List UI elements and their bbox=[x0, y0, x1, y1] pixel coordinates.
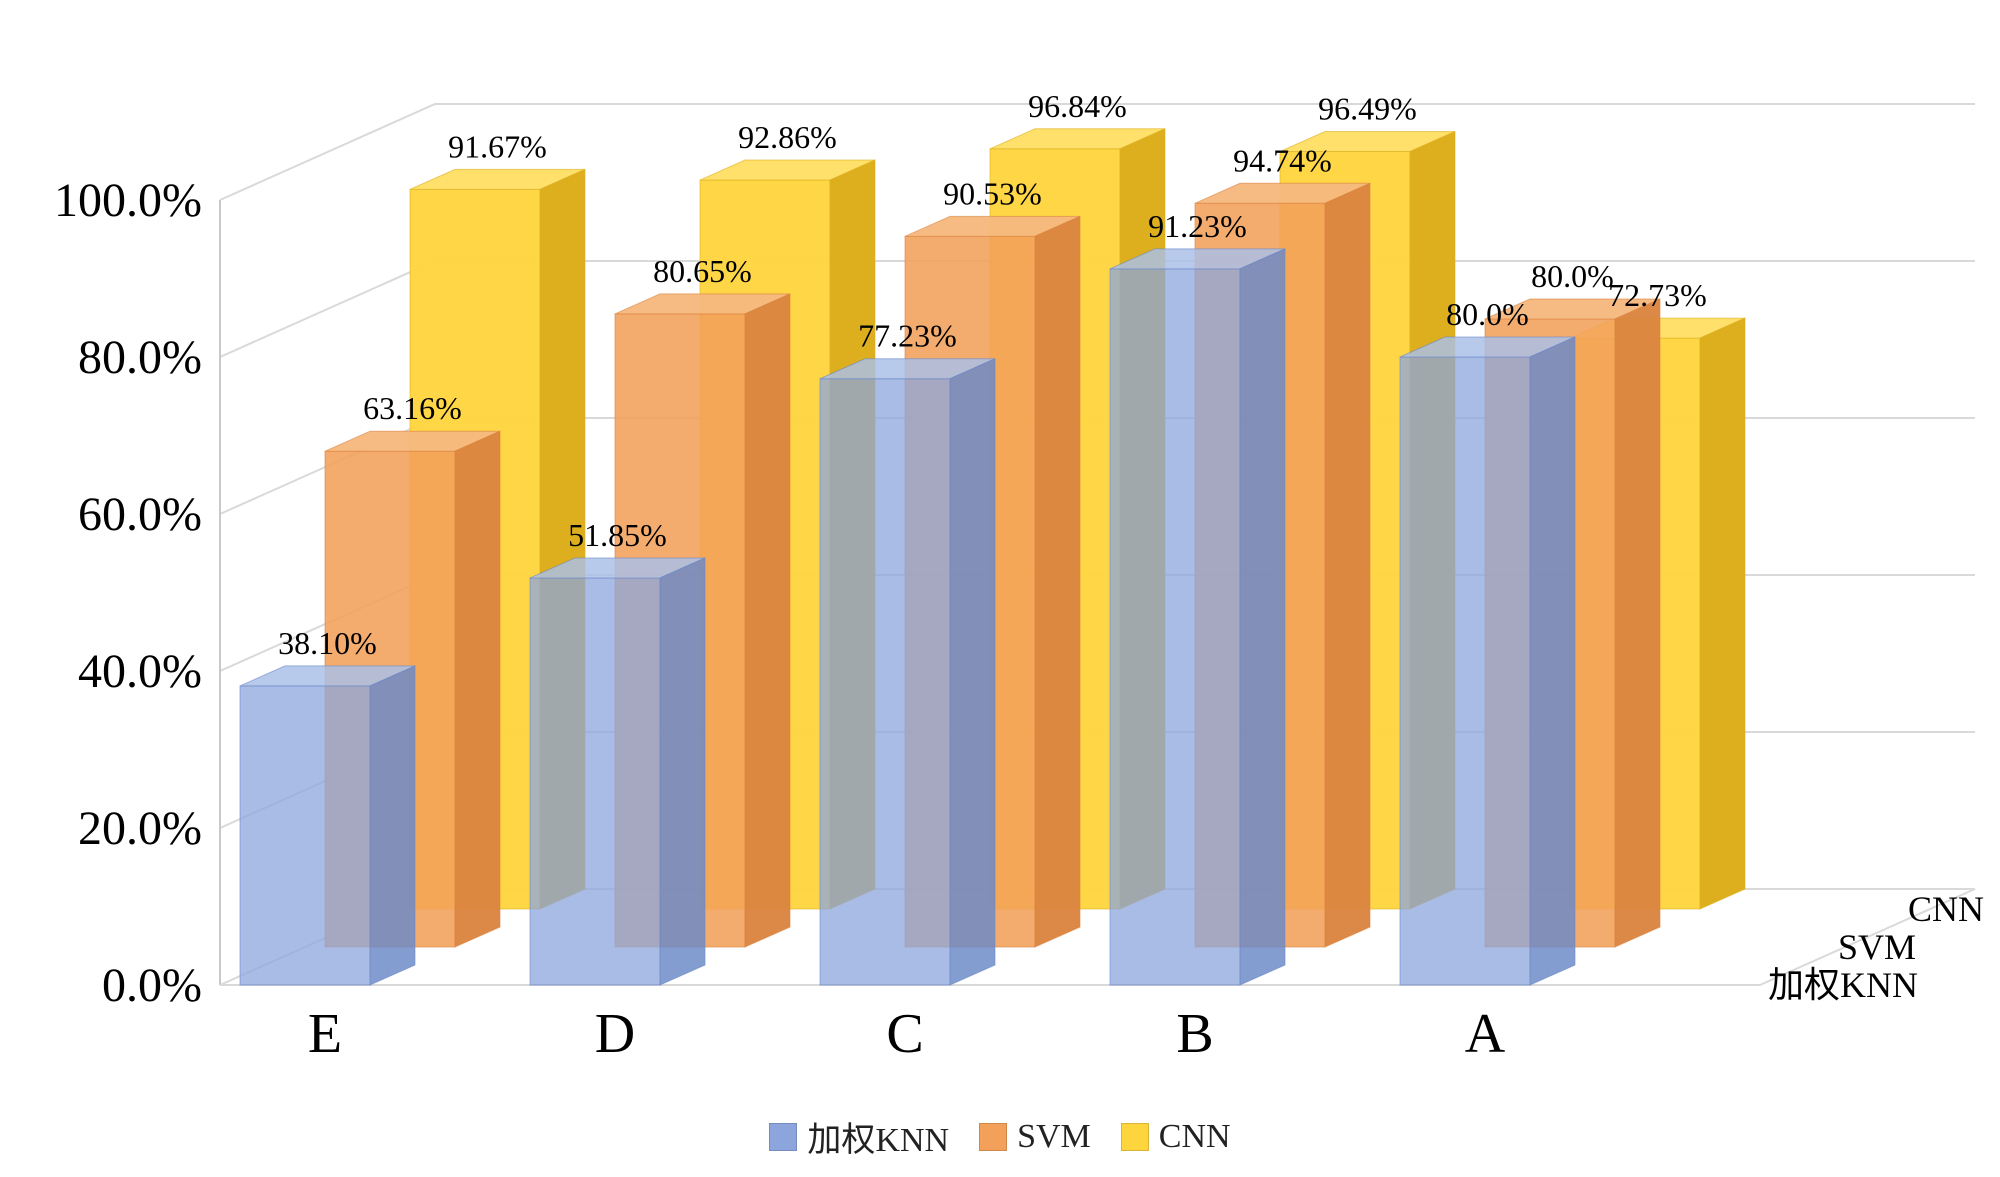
legend: 加权KNN SVM CNN bbox=[0, 1112, 2000, 1161]
value-label: 80.0% bbox=[1531, 258, 1614, 294]
bar-side-face bbox=[659, 557, 706, 986]
value-label: 96.49% bbox=[1318, 91, 1417, 127]
value-label: 92.86% bbox=[738, 119, 837, 155]
y-tick-label: 100.0% bbox=[54, 174, 202, 227]
bar-front-face bbox=[239, 685, 371, 986]
bar-front-face bbox=[529, 577, 661, 986]
bar-加权KNN-D bbox=[529, 557, 706, 986]
bar-side-face bbox=[1529, 336, 1576, 986]
legend-label: 加权KNN bbox=[807, 1122, 950, 1159]
y-tick-label: 20.0% bbox=[78, 802, 202, 855]
bar-加权KNN-B bbox=[1109, 248, 1286, 986]
series-加权KNN bbox=[239, 248, 1576, 986]
legend-swatch-icon bbox=[979, 1122, 1008, 1151]
y-tick-label: 40.0% bbox=[78, 645, 202, 698]
bar-side-face bbox=[1699, 317, 1746, 910]
value-label: 91.23% bbox=[1148, 208, 1247, 244]
category-label: A bbox=[1465, 1003, 1506, 1065]
bar-side-face bbox=[949, 357, 996, 986]
bar-加权KNN-C bbox=[819, 357, 996, 986]
bar-side-face bbox=[744, 293, 791, 948]
category-label: C bbox=[886, 1003, 923, 1065]
depth-axis-label: 加权KNN bbox=[1768, 965, 1918, 1005]
bar-side-face bbox=[1324, 182, 1371, 948]
y-tick-label: 60.0% bbox=[78, 488, 202, 541]
legend-item-CNN: CNN bbox=[1120, 1117, 1231, 1156]
value-labels: 38.10% 51.85% 77.23% 91.23% 80.0% 63.16% 80.65… bbox=[278, 88, 1707, 661]
legend-swatch-icon bbox=[1120, 1122, 1149, 1151]
value-label: 72.73% bbox=[1608, 277, 1707, 313]
value-label: 96.84% bbox=[1028, 88, 1127, 124]
gridline bbox=[219, 103, 1975, 201]
bar-加权KNN-E bbox=[239, 665, 416, 986]
floor-right-edge bbox=[1759, 888, 1976, 986]
legend-swatch-icon bbox=[769, 1122, 798, 1151]
value-label: 80.0% bbox=[1446, 296, 1529, 332]
y-tick-label: 0.0% bbox=[102, 959, 202, 1012]
depth-axis-label: SVM bbox=[1838, 927, 1916, 967]
value-label: 51.85% bbox=[568, 517, 667, 553]
bar-side-face bbox=[1614, 298, 1661, 948]
depth-axis-label: CNN bbox=[1908, 889, 1984, 929]
chart-canvas: 38.10% 51.85% 77.23% 91.23% 80.0% 63.16% 80.65… bbox=[54, 88, 1984, 1065]
bar-side-face bbox=[1239, 248, 1286, 986]
value-label: 90.53% bbox=[943, 175, 1042, 211]
legend-label: CNN bbox=[1158, 1117, 1231, 1155]
value-label: 63.16% bbox=[363, 390, 462, 426]
bar-front-face bbox=[1399, 356, 1531, 986]
bar-side-face bbox=[454, 430, 501, 948]
y-axis-labels: 0.0% 20.0% 40.0% 60.0% 80.0% 100.0% bbox=[54, 174, 202, 1012]
legend-item-SVM: SVM bbox=[979, 1118, 1091, 1156]
value-label: 94.74% bbox=[1233, 142, 1332, 178]
y-tick-label: 80.0% bbox=[78, 331, 202, 384]
bar-front-face bbox=[819, 378, 951, 986]
bar-side-face bbox=[1034, 215, 1081, 948]
value-label: 77.23% bbox=[858, 318, 957, 354]
bar-front-face bbox=[1109, 268, 1241, 986]
category-label: D bbox=[595, 1003, 635, 1065]
legend-item-加权KNN: 加权KNN bbox=[769, 1112, 949, 1161]
legend-label: SVM bbox=[1017, 1117, 1091, 1155]
value-label: 38.10% bbox=[278, 625, 377, 661]
bars bbox=[239, 128, 1746, 986]
category-label: B bbox=[1176, 1003, 1213, 1065]
value-label: 80.65% bbox=[653, 253, 752, 289]
value-label: 91.67% bbox=[448, 128, 547, 164]
bar-side-face bbox=[369, 665, 416, 986]
category-label: E bbox=[308, 1003, 342, 1065]
bar-加权KNN-A bbox=[1399, 336, 1576, 986]
